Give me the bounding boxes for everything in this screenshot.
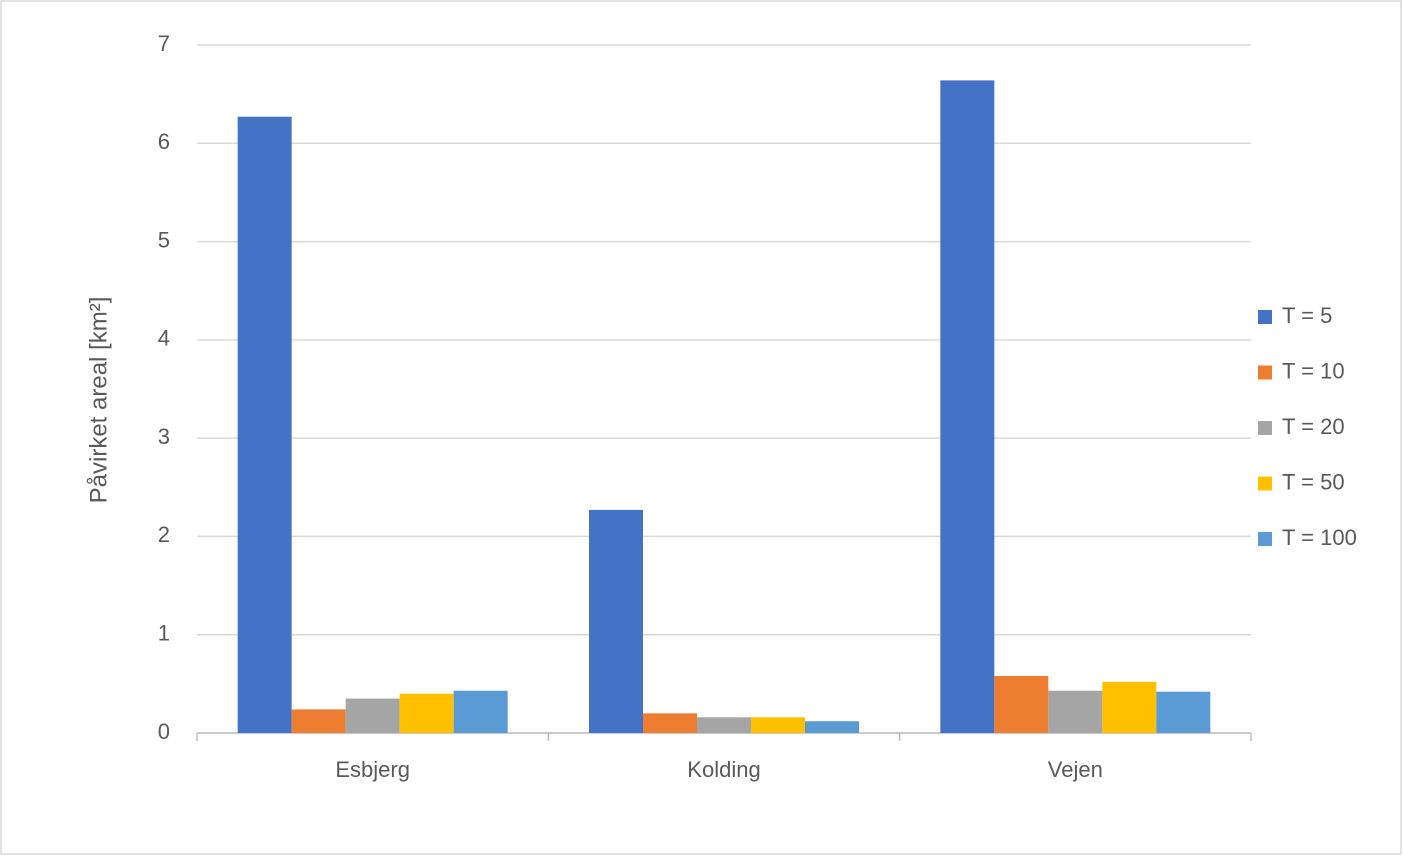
x-tick-label: Kolding: [687, 757, 760, 782]
legend-label: T = 5: [1282, 303, 1332, 328]
legend-swatch: [1258, 421, 1272, 435]
bar: [994, 675, 1049, 733]
legend-label: T = 100: [1282, 525, 1357, 550]
bar: [751, 717, 805, 733]
bar: [697, 717, 751, 733]
bar: [399, 693, 454, 733]
bar: [643, 713, 697, 733]
legend-swatch: [1258, 476, 1272, 491]
legend-label: T = 50: [1282, 469, 1345, 494]
bar: [237, 116, 292, 733]
bar: [805, 721, 859, 733]
x-tick-label: Esbjerg: [335, 757, 410, 782]
bar: [1102, 681, 1157, 733]
y-tick-label: 4: [158, 326, 170, 351]
bar: [1156, 691, 1211, 733]
bar: [589, 509, 643, 733]
legend-swatch: [1258, 532, 1272, 546]
bar: [453, 690, 508, 733]
bar: [1048, 690, 1103, 733]
bar: [345, 698, 400, 733]
bar: [940, 80, 995, 733]
y-tick-label: 3: [158, 424, 170, 449]
x-tick-label: Vejen: [1048, 757, 1103, 782]
y-tick-label: 6: [158, 129, 170, 154]
y-tick-label: 0: [158, 719, 170, 744]
legend-label: T = 10: [1282, 358, 1345, 383]
y-tick-label: 7: [158, 31, 170, 56]
legend-swatch: [1258, 310, 1272, 324]
legend-swatch: [1258, 365, 1272, 380]
legend-label: T = 20: [1282, 414, 1345, 439]
y-tick-label: 5: [158, 227, 170, 252]
bar: [291, 709, 346, 733]
y-tick-label: 1: [158, 621, 170, 646]
y-axis-title: Påvirket areal [km²]: [85, 297, 112, 504]
y-tick-label: 2: [158, 522, 170, 547]
